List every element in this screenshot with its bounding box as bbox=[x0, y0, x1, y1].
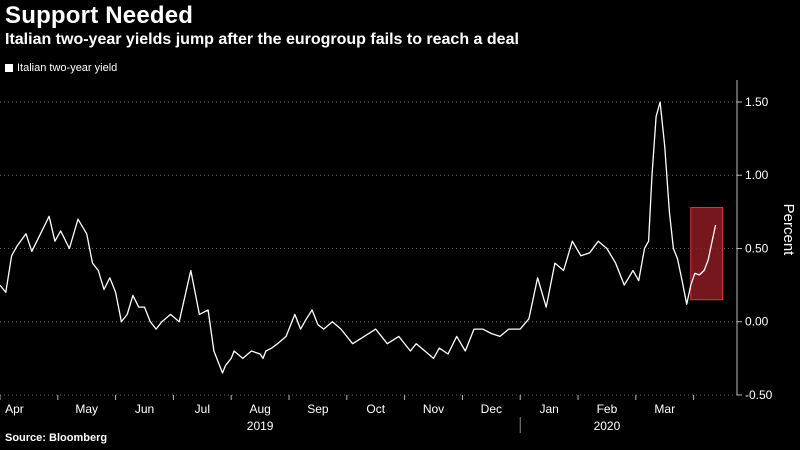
source-note: Source: Bloomberg bbox=[5, 432, 108, 444]
x-tick-label: Jun bbox=[135, 402, 154, 416]
chart-title: Support Needed bbox=[5, 2, 194, 29]
year-label: 2019 bbox=[247, 419, 274, 433]
y-tick-label: -0.50 bbox=[745, 388, 773, 402]
x-tick-label: Aug bbox=[249, 402, 270, 416]
series-line-italian-two-year-yield bbox=[0, 101, 717, 374]
y-axis-label: Percent bbox=[780, 204, 797, 257]
y-tick-label: 0.00 bbox=[745, 315, 769, 329]
legend-label: Italian two-year yield bbox=[17, 62, 118, 74]
legend: Italian two-year yield bbox=[5, 62, 117, 74]
legend-swatch bbox=[5, 64, 13, 72]
x-tick-label: May bbox=[75, 402, 98, 416]
year-label: 2020 bbox=[594, 419, 621, 433]
x-tick-label: Apr bbox=[5, 402, 24, 416]
x-tick-label: Oct bbox=[366, 402, 385, 416]
x-tick-label: Feb bbox=[597, 402, 618, 416]
x-tick-label: Nov bbox=[423, 402, 444, 416]
chart-subtitle: Italian two-year yields jump after the e… bbox=[5, 31, 519, 48]
x-tick-label: Dec bbox=[481, 402, 502, 416]
x-tick-label: Jul bbox=[195, 402, 210, 416]
y-tick-label: 0.50 bbox=[745, 241, 769, 255]
x-tick-label: Jan bbox=[539, 402, 558, 416]
x-tick-label: Mar bbox=[654, 402, 675, 416]
y-tick-label: 1.00 bbox=[745, 168, 769, 182]
x-tick-label: Sep bbox=[307, 402, 329, 416]
highlight-box bbox=[690, 206, 724, 301]
y-tick-label: 1.50 bbox=[745, 95, 769, 109]
